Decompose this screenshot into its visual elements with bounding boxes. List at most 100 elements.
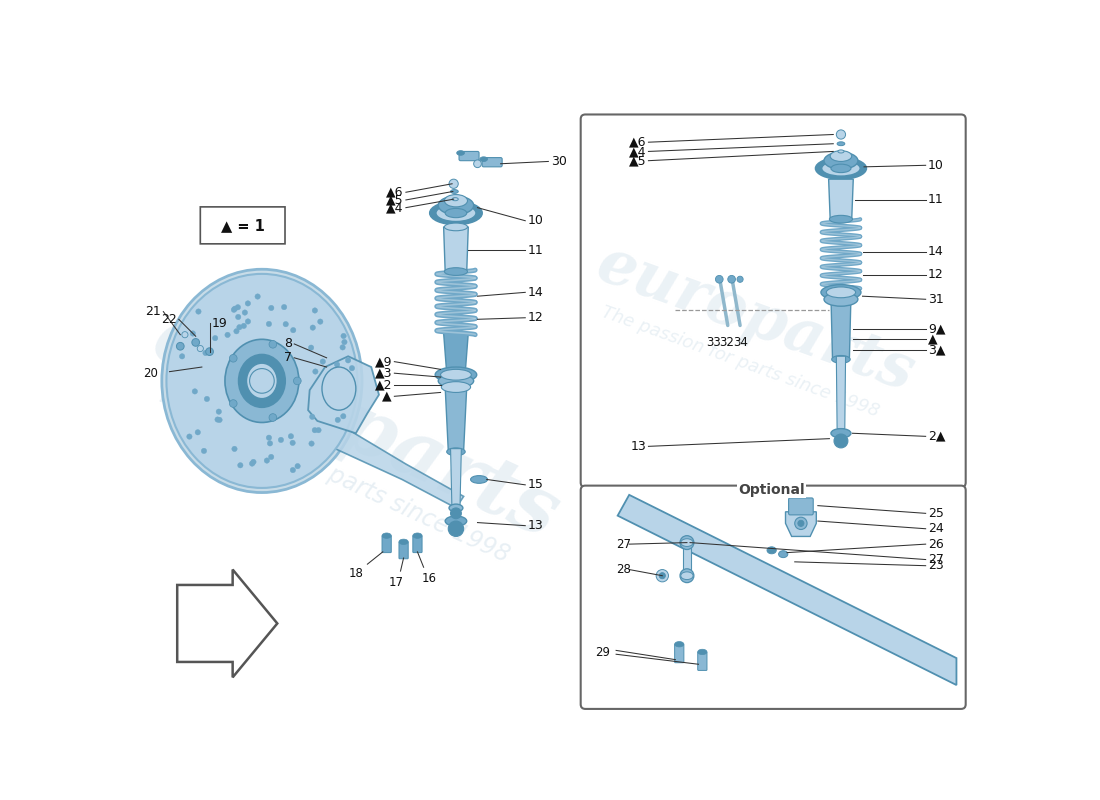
Circle shape xyxy=(343,375,349,381)
FancyBboxPatch shape xyxy=(200,207,285,244)
Ellipse shape xyxy=(837,142,845,146)
FancyBboxPatch shape xyxy=(674,644,684,662)
Circle shape xyxy=(345,358,351,363)
Polygon shape xyxy=(836,356,846,429)
Text: ▲9: ▲9 xyxy=(374,355,392,368)
Circle shape xyxy=(266,322,272,326)
Text: ▲6: ▲6 xyxy=(386,186,404,198)
Circle shape xyxy=(290,467,296,473)
Ellipse shape xyxy=(412,533,422,538)
Polygon shape xyxy=(177,570,277,678)
Text: 20: 20 xyxy=(143,366,158,380)
Circle shape xyxy=(312,369,318,374)
Circle shape xyxy=(195,430,200,435)
Ellipse shape xyxy=(824,152,858,169)
Circle shape xyxy=(268,454,274,460)
Ellipse shape xyxy=(447,448,465,455)
Circle shape xyxy=(190,331,196,336)
Text: Optional: Optional xyxy=(738,482,805,497)
Text: ▲5: ▲5 xyxy=(628,154,646,167)
Text: 14: 14 xyxy=(528,286,543,299)
Circle shape xyxy=(197,346,204,352)
Circle shape xyxy=(282,304,287,310)
Text: 25: 25 xyxy=(928,507,944,520)
Text: 23: 23 xyxy=(928,559,944,572)
Circle shape xyxy=(232,446,238,451)
Ellipse shape xyxy=(382,533,392,538)
Text: 27: 27 xyxy=(928,553,944,566)
Ellipse shape xyxy=(438,374,474,388)
Circle shape xyxy=(255,294,261,299)
FancyBboxPatch shape xyxy=(697,652,707,670)
Circle shape xyxy=(245,301,251,306)
Text: 21: 21 xyxy=(145,305,161,318)
Text: 3▲: 3▲ xyxy=(928,344,946,357)
Circle shape xyxy=(836,130,846,139)
Text: 18: 18 xyxy=(349,567,363,580)
Ellipse shape xyxy=(436,205,476,222)
FancyBboxPatch shape xyxy=(482,158,502,167)
Circle shape xyxy=(202,350,208,356)
Ellipse shape xyxy=(452,198,459,201)
Text: 12: 12 xyxy=(928,268,944,281)
Circle shape xyxy=(267,441,273,446)
Circle shape xyxy=(187,434,192,439)
Text: ▲ = 1: ▲ = 1 xyxy=(221,218,265,233)
Text: 10: 10 xyxy=(528,214,543,227)
Circle shape xyxy=(264,458,270,463)
Circle shape xyxy=(290,327,296,333)
Circle shape xyxy=(451,508,461,518)
Circle shape xyxy=(224,332,230,338)
Polygon shape xyxy=(451,449,461,516)
Polygon shape xyxy=(308,356,378,434)
Ellipse shape xyxy=(832,355,850,363)
Text: 2▲: 2▲ xyxy=(928,430,946,443)
Polygon shape xyxy=(785,512,816,537)
Ellipse shape xyxy=(162,270,362,493)
Circle shape xyxy=(205,396,210,402)
Circle shape xyxy=(728,275,736,283)
Circle shape xyxy=(294,377,301,385)
Circle shape xyxy=(283,322,288,327)
Circle shape xyxy=(206,348,213,355)
Polygon shape xyxy=(326,426,464,508)
Circle shape xyxy=(217,418,222,422)
FancyBboxPatch shape xyxy=(459,151,480,161)
Ellipse shape xyxy=(441,382,471,393)
Ellipse shape xyxy=(830,150,851,162)
Text: 11: 11 xyxy=(528,243,543,257)
Text: The passion for parts since 1998: The passion for parts since 1998 xyxy=(153,382,513,567)
Circle shape xyxy=(266,435,272,441)
Ellipse shape xyxy=(430,202,482,225)
Ellipse shape xyxy=(822,161,860,176)
FancyBboxPatch shape xyxy=(789,498,813,515)
Ellipse shape xyxy=(322,367,355,410)
Text: ▲3: ▲3 xyxy=(374,366,392,380)
Circle shape xyxy=(179,354,185,359)
Ellipse shape xyxy=(449,504,463,512)
Text: 29: 29 xyxy=(595,646,609,659)
Ellipse shape xyxy=(446,516,466,526)
Circle shape xyxy=(312,308,318,313)
Text: ▲: ▲ xyxy=(383,390,392,403)
Ellipse shape xyxy=(246,363,277,398)
Circle shape xyxy=(230,354,238,362)
Circle shape xyxy=(309,414,315,419)
Text: 30: 30 xyxy=(551,155,566,168)
Ellipse shape xyxy=(830,164,851,173)
Circle shape xyxy=(340,395,345,401)
Ellipse shape xyxy=(444,223,468,230)
Circle shape xyxy=(715,275,723,283)
Circle shape xyxy=(737,276,744,282)
Polygon shape xyxy=(828,179,854,219)
Polygon shape xyxy=(446,387,466,450)
FancyBboxPatch shape xyxy=(581,114,966,487)
Circle shape xyxy=(334,362,340,367)
Circle shape xyxy=(234,329,239,334)
Circle shape xyxy=(270,414,277,422)
Ellipse shape xyxy=(681,538,693,546)
Circle shape xyxy=(196,309,201,314)
Ellipse shape xyxy=(815,158,867,179)
Text: The passion for parts since 1998: The passion for parts since 1998 xyxy=(600,303,882,421)
Text: ▲: ▲ xyxy=(928,333,937,346)
